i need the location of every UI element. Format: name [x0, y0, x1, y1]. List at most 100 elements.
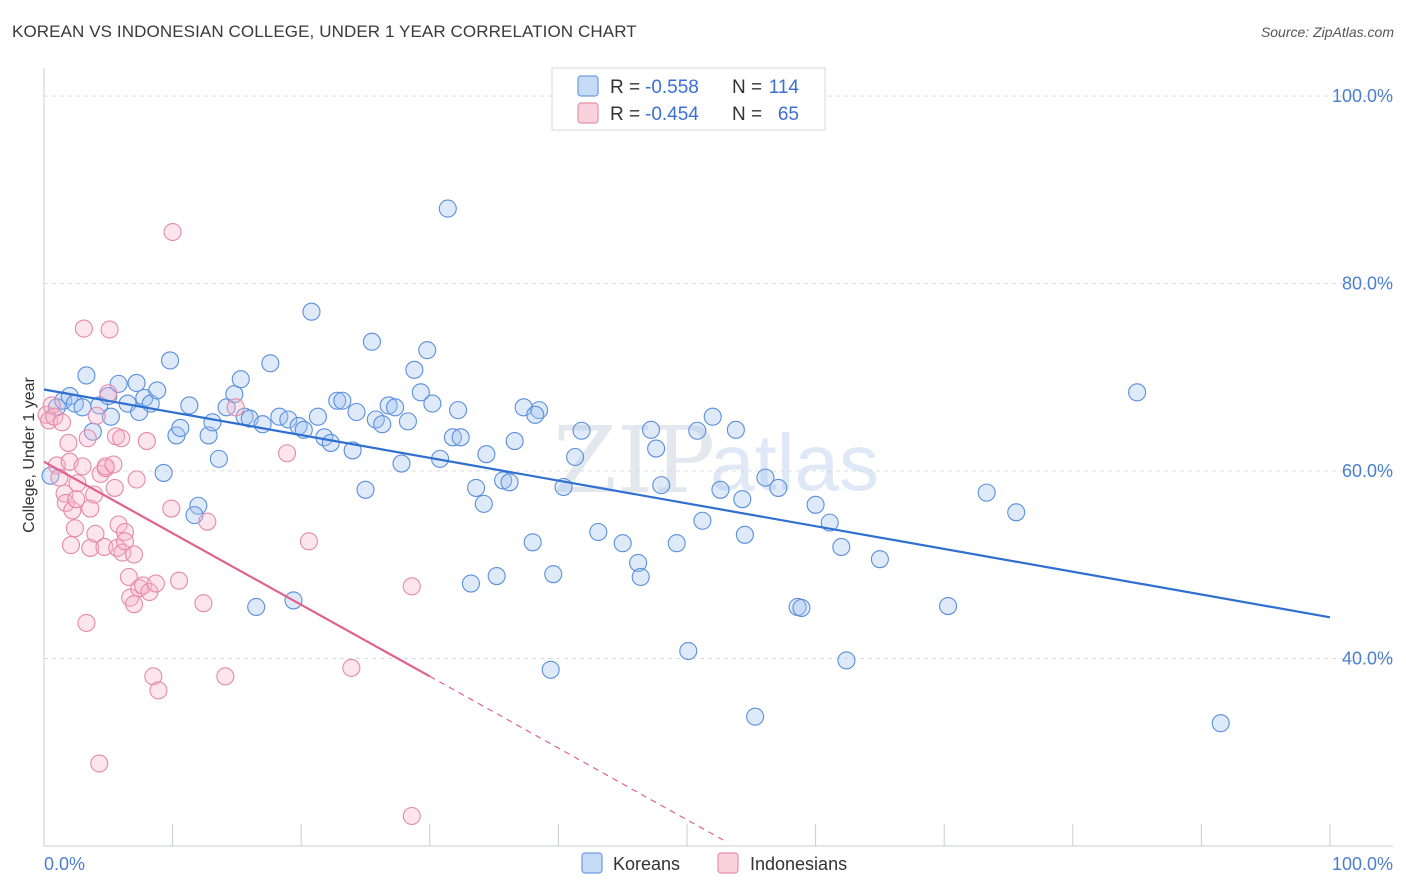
korean-point	[792, 598, 811, 617]
indonesian-point	[74, 319, 93, 338]
korean-point	[703, 407, 722, 426]
bottom-legend-korean: Koreans	[613, 854, 680, 874]
indonesian-point	[55, 484, 74, 503]
korean-point	[1007, 503, 1026, 522]
korean-point	[321, 433, 340, 452]
indonesian-point	[115, 522, 135, 542]
korean-point	[832, 537, 851, 557]
korean-point	[572, 421, 591, 440]
indonesian-point	[100, 320, 119, 339]
indonesian-point	[137, 432, 156, 451]
korean-point	[647, 439, 666, 458]
legend-swatch-korean	[577, 75, 599, 97]
indonesian-point	[86, 524, 105, 543]
korean-point	[373, 415, 392, 434]
korean-point	[209, 449, 228, 468]
korean-point	[1211, 714, 1230, 733]
korean-point	[939, 596, 958, 616]
korean-point	[398, 412, 417, 431]
korean-point	[127, 373, 146, 392]
indonesian-point	[127, 470, 146, 489]
korean-point	[261, 354, 280, 373]
korean-point	[652, 476, 671, 495]
korean-point	[356, 480, 375, 499]
indonesian-point	[52, 413, 72, 432]
korean-point	[977, 483, 996, 502]
indonesian-point	[163, 222, 182, 242]
indonesian-point	[90, 754, 109, 773]
korean-point	[180, 396, 199, 415]
korean-point	[379, 396, 398, 415]
indonesian-point	[194, 594, 213, 613]
korean-point	[667, 534, 686, 553]
korean-point	[629, 553, 648, 572]
bottom-legend-swatch-indonesian	[717, 852, 739, 874]
indonesian-point	[81, 538, 100, 557]
korean-point	[477, 445, 496, 464]
indonesian-point	[124, 545, 144, 564]
indonesian-point	[162, 499, 181, 518]
trend-line-korean	[43, 388, 1331, 619]
indonesian-point	[112, 429, 131, 448]
korean-point	[769, 478, 788, 497]
indonesian-point	[299, 532, 318, 551]
korean-point	[438, 199, 457, 218]
korean-point	[366, 410, 385, 429]
korean-point	[733, 490, 752, 509]
watermark-zip: ZIP	[553, 407, 715, 514]
indonesian-point	[402, 806, 421, 826]
indonesian-point	[115, 532, 135, 551]
chart-title: KOREAN VS INDONESIAN COLLEGE, UNDER 1 YE…	[12, 22, 637, 41]
korean-point	[247, 597, 266, 617]
legend-indonesian-n: 65	[778, 104, 799, 125]
indonesian-point	[342, 658, 361, 677]
indonesian-point	[96, 457, 115, 476]
indonesian-point	[109, 515, 128, 534]
korean-point	[171, 418, 190, 437]
korean-point	[443, 428, 462, 447]
indonesian-point	[402, 577, 421, 596]
korean-point	[160, 351, 180, 370]
korean-point	[541, 660, 560, 679]
indonesian-point	[278, 444, 297, 463]
indonesian-point	[226, 398, 245, 417]
korean-point	[566, 447, 585, 467]
korean-point	[423, 394, 442, 413]
indonesian-point	[65, 519, 84, 538]
korean-point	[461, 574, 481, 593]
indonesian-point	[124, 595, 144, 614]
korean-point	[746, 707, 765, 726]
legend-korean-n: 114	[769, 77, 800, 98]
indonesian-point	[42, 396, 61, 415]
korean-point	[589, 522, 608, 542]
korean-point	[726, 420, 745, 439]
grid	[43, 95, 1393, 846]
korean-point	[641, 420, 661, 439]
korean-point	[392, 454, 411, 473]
indonesian-point	[149, 681, 168, 700]
korean-point	[101, 407, 120, 426]
korean-point	[693, 511, 712, 530]
korean-point	[154, 463, 173, 482]
korean-point	[449, 401, 468, 420]
legend-korean-r-label: R =	[610, 77, 640, 98]
legend-indonesian-r: -0.454	[645, 104, 699, 125]
indonesian-point	[67, 490, 86, 509]
source-label: Source: ZipAtlas.com	[1260, 24, 1394, 40]
korean-point	[631, 567, 650, 587]
korean-point	[688, 421, 707, 440]
series-indonesians	[37, 222, 421, 826]
indonesian-point	[105, 478, 124, 497]
korean-point	[505, 432, 524, 451]
legend-korean-r: -0.558	[645, 77, 699, 98]
indonesian-point	[144, 667, 163, 686]
korean-point	[405, 360, 424, 379]
x-tick-label-max: 100.0%	[1332, 854, 1393, 874]
indonesian-point	[63, 501, 82, 520]
korean-point	[526, 405, 545, 424]
korean-point	[487, 566, 506, 586]
indonesian-point	[146, 574, 165, 593]
korean-point	[500, 473, 519, 492]
korean-point	[41, 466, 60, 485]
